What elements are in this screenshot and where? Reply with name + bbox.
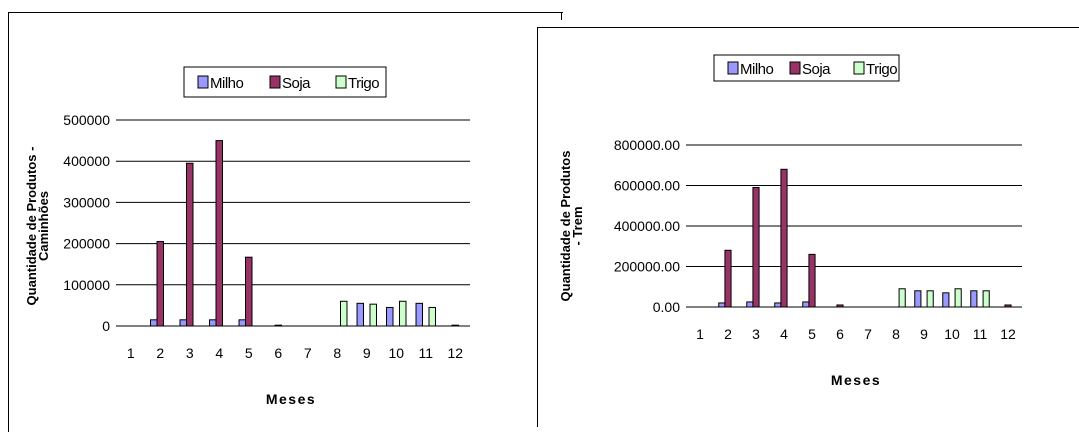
legend-label-trigo: Trigo bbox=[866, 61, 897, 78]
legend-swatch-trigo bbox=[853, 61, 865, 75]
y-tick-label: 200000.00 bbox=[614, 259, 680, 275]
legend-label-soja: Soja bbox=[282, 75, 311, 92]
x-tick-label: 6 bbox=[836, 326, 844, 342]
bar-milho-11 bbox=[970, 290, 978, 308]
x-tick-label: 4 bbox=[215, 345, 223, 361]
bar-milho-3 bbox=[746, 301, 754, 308]
legend-label-soja: Soja bbox=[802, 61, 831, 78]
y-tick-label: 100000 bbox=[63, 277, 110, 293]
x-tick-label: 4 bbox=[780, 326, 788, 342]
y-tick-label: 0.00 bbox=[653, 299, 680, 315]
bar-milho-10 bbox=[942, 292, 950, 308]
y-tick-label: 400000.00 bbox=[614, 218, 680, 234]
x-tick-label: 10 bbox=[944, 326, 960, 342]
x-tick-label: 7 bbox=[304, 345, 312, 361]
legend-swatch-milho bbox=[727, 61, 739, 75]
bar-soja-5 bbox=[808, 253, 816, 308]
x-tick-label: 3 bbox=[752, 326, 760, 342]
legend-swatch-soja bbox=[789, 61, 801, 75]
x-axis-label: Meses bbox=[266, 391, 316, 407]
y-tick-label: 200000 bbox=[63, 236, 110, 252]
x-tick-label: 12 bbox=[1000, 326, 1016, 342]
chart-train: 0.00 200000.00 400000.00 600000.00 800000.00… bbox=[558, 54, 1022, 388]
y-tick-label: 500000 bbox=[63, 112, 110, 128]
legend-swatch-trigo bbox=[335, 75, 347, 89]
x-tick-label: 1 bbox=[127, 345, 135, 361]
legend-label-milho: Milho bbox=[210, 75, 244, 92]
bar-milho-5 bbox=[802, 301, 810, 308]
x-tick-label: 2 bbox=[724, 326, 732, 342]
x-tick-label: 5 bbox=[808, 326, 816, 342]
bar-soja-2 bbox=[724, 249, 732, 308]
y-axis-label-line1: Quantidade de Produtos bbox=[558, 151, 573, 302]
x-tick-label: 8 bbox=[333, 345, 341, 361]
x-tick-label: 9 bbox=[920, 326, 928, 342]
bar-milho-2 bbox=[718, 302, 726, 308]
y-axis-label-line1: Quantidade de Produtos - bbox=[24, 147, 39, 306]
x-tick-label: 12 bbox=[447, 345, 463, 361]
bar-trigo-9 bbox=[926, 290, 934, 308]
bar-milho-9 bbox=[914, 290, 922, 308]
y-tick-label: 400000 bbox=[63, 153, 110, 169]
frame-tick bbox=[561, 12, 562, 20]
x-tick-label: 11 bbox=[418, 345, 433, 361]
bar-soja-4 bbox=[780, 168, 788, 308]
bar-milho-4 bbox=[774, 302, 782, 308]
x-tick-label: 11 bbox=[973, 326, 988, 342]
x-tick-label: 9 bbox=[363, 345, 371, 361]
y-tick-label: 800000.00 bbox=[614, 137, 680, 153]
legend-box bbox=[713, 54, 900, 82]
bar-trigo-11 bbox=[982, 290, 990, 308]
x-tick-label: 5 bbox=[245, 345, 253, 361]
legend-box bbox=[183, 66, 387, 98]
y-axis-label-line2: - Trem bbox=[570, 206, 585, 245]
legend-label-milho: Milho bbox=[740, 61, 774, 78]
x-tick-label: 2 bbox=[156, 345, 164, 361]
x-tick-label: 1 bbox=[696, 326, 704, 342]
y-axis-label-line2: Caminhões bbox=[36, 191, 51, 261]
legend-swatch-soja bbox=[269, 75, 281, 89]
right-chart-frame bbox=[537, 27, 1079, 427]
x-tick-label: 3 bbox=[186, 345, 194, 361]
x-tick-label: 7 bbox=[864, 326, 872, 342]
y-tick-label: 0 bbox=[102, 318, 110, 334]
x-tick-label: 10 bbox=[388, 345, 404, 361]
y-tick-label: 300000 bbox=[63, 194, 110, 210]
x-tick-label: 6 bbox=[274, 345, 282, 361]
y-tick-label: 600000.00 bbox=[614, 178, 680, 194]
x-axis-label: Meses bbox=[831, 372, 881, 388]
x-tick-label: 8 bbox=[892, 326, 900, 342]
bar-trigo-10 bbox=[954, 288, 962, 308]
legend-label-trigo: Trigo bbox=[348, 75, 379, 92]
bar-trigo-8 bbox=[898, 288, 906, 308]
bar-soja-3 bbox=[752, 187, 760, 308]
legend-swatch-milho bbox=[197, 75, 209, 89]
